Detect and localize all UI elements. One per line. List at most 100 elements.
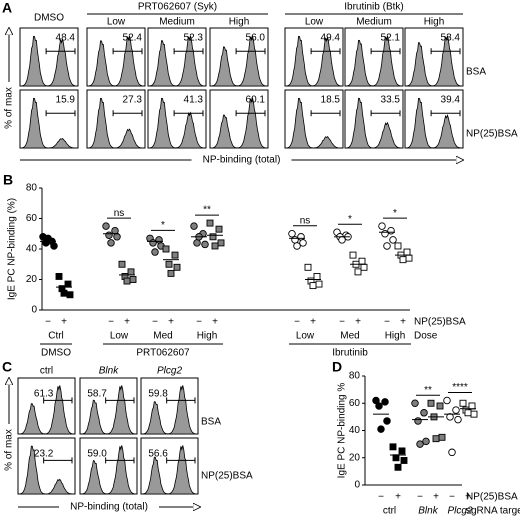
column-header: Blnk (99, 366, 119, 377)
sign-label: − (378, 492, 384, 503)
square-point (66, 291, 74, 299)
histogram (80, 445, 137, 495)
group-header: Ibrutinib (Btk) (344, 2, 403, 13)
square-point (206, 219, 214, 227)
group-label: Med (340, 331, 359, 342)
x-label-bg (59, 501, 159, 513)
sign-label: − (384, 317, 390, 328)
column-header: Medium (356, 17, 392, 28)
percentage: 15.9 (56, 95, 76, 106)
histogram (147, 97, 206, 149)
square-point (392, 454, 400, 462)
circle-point (420, 409, 428, 417)
square-point (459, 399, 467, 407)
y-tick-label: 20 (26, 274, 38, 285)
circle-point (377, 425, 385, 433)
square-point (360, 263, 368, 271)
histogram (80, 385, 137, 435)
circle-point (338, 236, 346, 244)
group-label: High (197, 331, 218, 342)
histogram (344, 97, 403, 149)
y-tick-label: 20 (349, 452, 361, 463)
sign-label: + (124, 317, 130, 328)
square-point (55, 273, 63, 280)
circle-point (387, 226, 395, 235)
significance: * (348, 214, 352, 225)
sign-label: + (395, 492, 401, 503)
percentage: 18.5 (321, 95, 341, 106)
sign-label: + (433, 492, 439, 503)
group-label: Low (110, 331, 129, 342)
sign-label: + (465, 492, 471, 503)
percentage: 23.2 (34, 449, 54, 460)
square-point (394, 463, 402, 471)
circle-point (190, 222, 198, 230)
significance: ns (114, 208, 125, 219)
circle-point (452, 406, 460, 414)
group-label: Ctrl (48, 331, 64, 342)
sign-label: − (196, 317, 202, 328)
histogram (210, 97, 268, 149)
histogram (284, 97, 343, 149)
x-axis-label: NP-binding (total) (70, 502, 148, 513)
circle-point (299, 239, 307, 247)
circle-point (111, 226, 119, 235)
sign-label: + (61, 317, 67, 328)
percentage: 58.7 (87, 389, 107, 400)
square-point (167, 269, 175, 277)
square-point (171, 251, 179, 259)
percentage: 60.1 (246, 95, 266, 106)
y-axis-label: % of max (4, 429, 15, 471)
significance: * (393, 208, 397, 219)
panel-label: C (2, 359, 12, 375)
percentage: 52.1 (381, 33, 401, 44)
histogram (284, 35, 343, 87)
y-axis-label: % of max (4, 87, 15, 129)
y-tick-label: 0 (354, 480, 360, 491)
sign-label: − (108, 317, 114, 328)
circle-point (375, 402, 383, 410)
y-axis-label: IgE PC NP-binding % (337, 383, 348, 479)
sign-label: + (212, 317, 218, 328)
treatment-label: PRT062607 (136, 348, 190, 359)
square-point (432, 435, 440, 443)
circle-point (446, 413, 454, 421)
circle-point (105, 231, 113, 240)
column-header: High (229, 17, 250, 28)
sign-label: − (339, 317, 345, 328)
square-point (215, 225, 223, 233)
y-tick-label: 0 (31, 305, 37, 316)
square-point (438, 433, 446, 441)
square-point (173, 263, 181, 271)
circle-point (381, 229, 389, 238)
circle-point (151, 248, 159, 256)
circle-point (288, 229, 296, 238)
significance: ** (424, 385, 432, 396)
circle-point (383, 242, 391, 250)
y-axis-label: IgE PC NP-binding (%) (7, 198, 18, 300)
circle-point (113, 233, 121, 241)
histogram (17, 445, 75, 495)
circle-point (411, 399, 419, 408)
percentage: 56.6 (148, 449, 168, 460)
square-point (468, 402, 476, 410)
column-header: Medium (159, 17, 195, 28)
y-tick-label: 40 (349, 425, 361, 436)
square-point (129, 276, 137, 283)
histogram (404, 97, 463, 149)
square-point (64, 280, 72, 288)
percentage: 48.4 (56, 33, 76, 44)
panel-label: A (2, 0, 12, 16)
treatment-label: DMSO (41, 348, 71, 359)
percentage: 61.3 (34, 389, 54, 400)
y-tick-label: 80 (349, 371, 361, 382)
square-point (313, 273, 321, 280)
percentage: 52.4 (123, 33, 143, 44)
percentage: 41.3 (184, 95, 204, 106)
panel-label: D (332, 359, 342, 375)
sign-label: − (45, 317, 51, 328)
percentage: 59.8 (148, 389, 168, 400)
panel-label: B (3, 172, 13, 188)
histogram-box (344, 89, 404, 149)
square-point (304, 263, 312, 271)
